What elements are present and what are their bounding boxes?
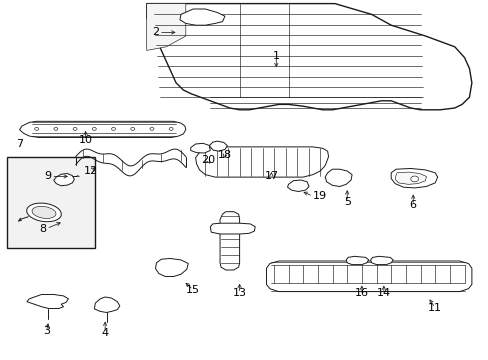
Polygon shape bbox=[180, 9, 224, 25]
Circle shape bbox=[130, 127, 134, 130]
Text: 16: 16 bbox=[354, 288, 368, 298]
Polygon shape bbox=[195, 147, 328, 177]
Text: 8: 8 bbox=[39, 224, 46, 234]
Polygon shape bbox=[27, 294, 68, 309]
Text: 12: 12 bbox=[83, 166, 97, 176]
Text: 14: 14 bbox=[376, 288, 390, 298]
Ellipse shape bbox=[27, 203, 61, 222]
Text: 13: 13 bbox=[232, 288, 246, 298]
Polygon shape bbox=[190, 143, 210, 153]
Polygon shape bbox=[146, 4, 185, 50]
Circle shape bbox=[92, 127, 96, 130]
Circle shape bbox=[150, 127, 154, 130]
Text: 15: 15 bbox=[186, 285, 200, 295]
Polygon shape bbox=[287, 180, 308, 192]
Text: 10: 10 bbox=[79, 135, 92, 145]
Polygon shape bbox=[325, 169, 351, 186]
Text: 2: 2 bbox=[151, 27, 159, 37]
Polygon shape bbox=[20, 121, 185, 138]
Polygon shape bbox=[209, 141, 227, 151]
Polygon shape bbox=[155, 258, 188, 276]
Polygon shape bbox=[146, 4, 471, 110]
Polygon shape bbox=[346, 256, 368, 265]
Text: 6: 6 bbox=[409, 200, 416, 210]
Circle shape bbox=[54, 127, 58, 130]
Circle shape bbox=[410, 176, 418, 182]
Text: 18: 18 bbox=[218, 150, 231, 160]
Circle shape bbox=[111, 127, 115, 130]
Text: 5: 5 bbox=[343, 197, 350, 207]
Polygon shape bbox=[390, 168, 437, 188]
Circle shape bbox=[35, 127, 39, 130]
Polygon shape bbox=[370, 256, 392, 265]
Text: 11: 11 bbox=[427, 303, 441, 313]
Text: 1: 1 bbox=[272, 51, 279, 61]
Bar bbox=[7, 157, 95, 248]
Text: 9: 9 bbox=[44, 171, 51, 181]
Polygon shape bbox=[394, 172, 426, 184]
Text: 4: 4 bbox=[102, 328, 108, 338]
Polygon shape bbox=[220, 212, 239, 270]
Polygon shape bbox=[210, 223, 255, 234]
Text: 7: 7 bbox=[16, 139, 23, 149]
Polygon shape bbox=[54, 174, 74, 186]
Polygon shape bbox=[94, 297, 120, 312]
Circle shape bbox=[169, 127, 173, 130]
Circle shape bbox=[73, 127, 77, 130]
Text: 19: 19 bbox=[312, 191, 326, 201]
Text: 3: 3 bbox=[43, 326, 50, 336]
Text: 20: 20 bbox=[201, 155, 214, 165]
Ellipse shape bbox=[32, 206, 56, 219]
Polygon shape bbox=[266, 261, 471, 292]
Text: 17: 17 bbox=[264, 171, 278, 181]
